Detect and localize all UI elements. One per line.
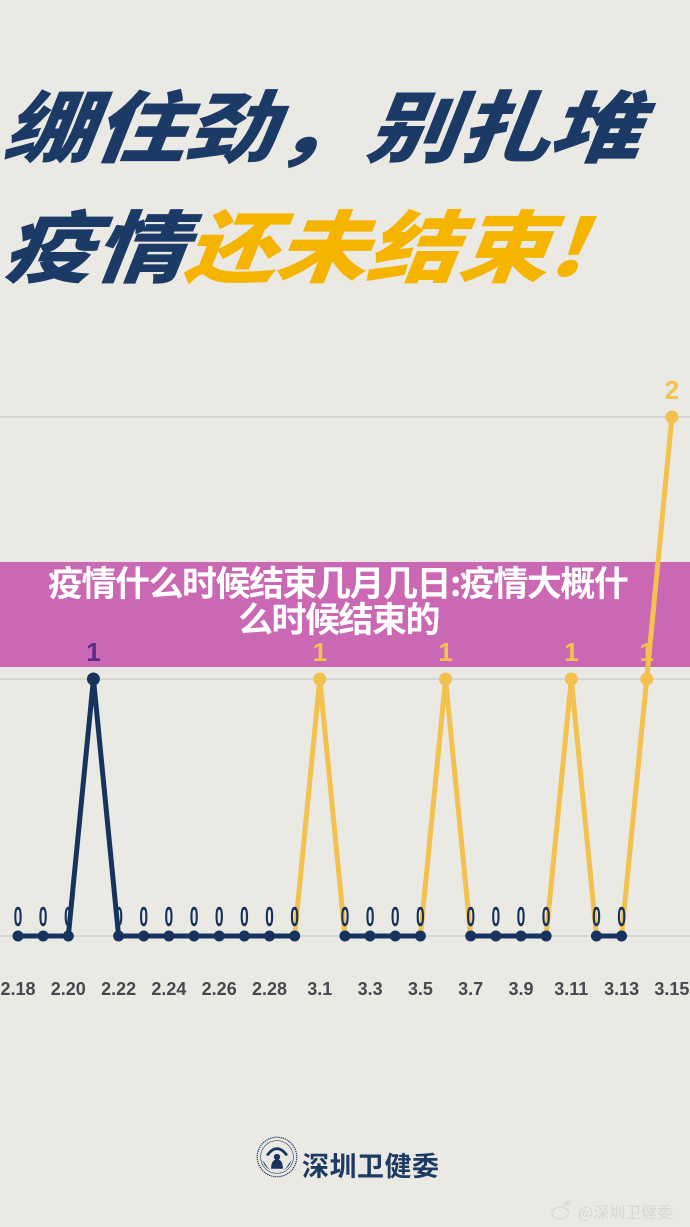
svg-text:1: 1 — [313, 637, 327, 667]
svg-text:0: 0 — [366, 900, 375, 932]
svg-text:0: 0 — [14, 900, 23, 932]
svg-text:0: 0 — [215, 900, 224, 932]
svg-text:0: 0 — [491, 900, 500, 932]
svg-text:3.5: 3.5 — [408, 979, 433, 999]
svg-text:2.20: 2.20 — [51, 979, 86, 999]
svg-text:1: 1 — [640, 637, 654, 667]
svg-text:0: 0 — [265, 900, 274, 932]
svg-text:0: 0 — [466, 900, 475, 932]
svg-text:0: 0 — [139, 900, 148, 932]
svg-text:0: 0 — [416, 900, 425, 932]
svg-text:2.28: 2.28 — [252, 979, 287, 999]
svg-text:0: 0 — [64, 900, 73, 932]
svg-text:0: 0 — [617, 900, 626, 932]
svg-text:0: 0 — [190, 900, 199, 932]
svg-text:3.11: 3.11 — [554, 979, 588, 999]
svg-text:2.26: 2.26 — [202, 979, 237, 999]
svg-text:2.24: 2.24 — [151, 979, 186, 999]
svg-text:0: 0 — [114, 900, 123, 932]
svg-text:0: 0 — [517, 900, 526, 932]
svg-text:2.22: 2.22 — [101, 979, 136, 999]
svg-text:0: 0 — [165, 900, 174, 932]
svg-text:2.18: 2.18 — [0, 979, 35, 999]
svg-text:3.1: 3.1 — [307, 979, 332, 999]
svg-text:1: 1 — [564, 637, 578, 667]
svg-text:0: 0 — [290, 900, 299, 932]
svg-text:3.13: 3.13 — [604, 979, 639, 999]
svg-text:0: 0 — [240, 900, 249, 932]
svg-text:3.9: 3.9 — [508, 979, 533, 999]
svg-text:0: 0 — [592, 900, 601, 932]
svg-text:3.15: 3.15 — [654, 979, 689, 999]
svg-text:1: 1 — [438, 637, 452, 667]
svg-text:1: 1 — [86, 637, 100, 667]
svg-text:3.3: 3.3 — [358, 979, 383, 999]
svg-text:3.7: 3.7 — [458, 979, 483, 999]
svg-text:0: 0 — [542, 900, 551, 932]
svg-text:2: 2 — [665, 375, 679, 405]
svg-text:0: 0 — [391, 900, 400, 932]
svg-text:0: 0 — [341, 900, 350, 932]
svg-text:0: 0 — [39, 900, 48, 932]
